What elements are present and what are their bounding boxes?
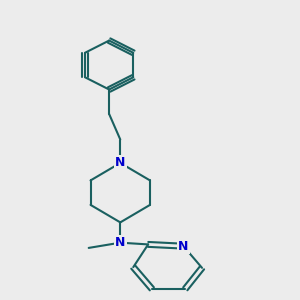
Text: N: N: [115, 236, 125, 249]
Text: N: N: [178, 240, 189, 253]
Text: N: N: [115, 156, 125, 170]
